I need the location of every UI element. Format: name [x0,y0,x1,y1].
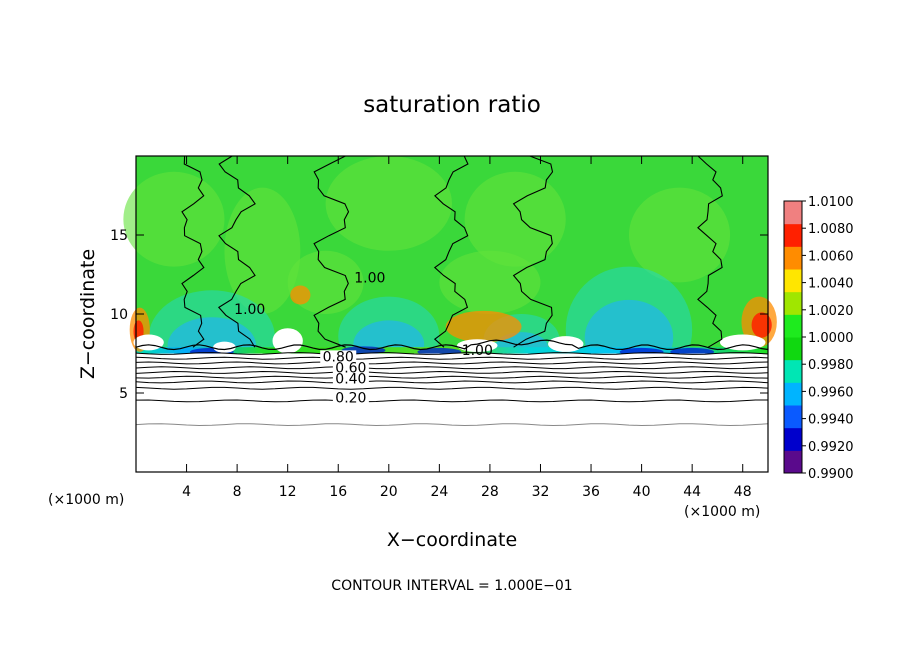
colorbar-tick-label: 0.9900 [808,467,854,482]
contour-line [512,155,554,348]
y-axis-label: Z−coordinate [77,249,99,379]
colorbar-segment [784,405,802,429]
contour-line [181,155,205,348]
colorbar-tick-label: 1.0100 [808,195,854,210]
contour-line [313,155,350,348]
x-tick-label: 28 [481,484,499,500]
x-tick-label: 32 [532,484,550,500]
colorbar-tick-label: 1.0060 [808,249,854,264]
colorbar-tick-label: 1.0020 [808,304,854,319]
contour-line [697,155,723,348]
x-tick-label: 12 [279,484,297,500]
y-axis: 5 10 15 [110,228,768,402]
contour-line [135,399,768,403]
contour-label-bg [332,391,369,406]
contour-label-bg [332,361,369,376]
colorbar-tick-label: 1.0000 [808,331,854,346]
contour-label: 0.60 [335,360,366,376]
x-tick-label: 4 [182,484,191,500]
contour-line [135,366,769,370]
colorbar-segment [784,269,802,293]
field-subcloud [136,353,768,472]
contour-label-bg [320,350,357,365]
contour-line [135,356,769,360]
x-tick-label: 8 [233,484,242,500]
x-tick-label: 16 [329,484,347,500]
field-cloud-edge [213,341,236,353]
field-hot [751,312,772,338]
colorbar-segment [784,314,802,338]
contour-line [135,375,769,379]
contour-label: 1.00 [462,343,493,359]
contour-line [135,370,769,374]
colorbar-tick-label: 0.9960 [808,385,854,400]
colorbar-segment [784,450,802,474]
x-unit-label-right: (×1000 m) [684,504,760,520]
field-warm [290,285,311,305]
colorbar-tick-label: 1.0080 [808,222,854,237]
colorbar-segment [784,201,802,225]
x-tick-label: 20 [380,484,398,500]
contour-label: 1.00 [354,270,385,286]
contour-interval-footer: CONTOUR INTERVAL = 1.000E−01 [331,578,572,594]
colorbar-segment [784,359,802,383]
contour-line [135,352,769,355]
contour-label: 0.20 [335,390,366,406]
field-patch [628,187,731,283]
contour-label-bg [332,372,369,387]
contour-label: 0.80 [323,349,354,365]
x-tick-label: 24 [430,484,448,500]
colorbar: 1.0100 1.0080 1.0060 1.0040 1.0020 1.0000 0.99… [783,195,854,482]
field-cloud-edge [133,334,164,351]
field-warm [445,310,522,343]
colorbar-segment [784,382,802,406]
x-tick-label: 44 [683,484,701,500]
contour-line [135,380,769,384]
contour-line [217,155,256,348]
field-cloud-edge [457,339,498,352]
x-unit-label-left: (×1000 m) [48,492,124,508]
contour-line [135,339,769,351]
y-tick-label: 10 [110,307,128,323]
contour-label: 1.00 [234,302,265,318]
field-patch [123,171,225,267]
field-patch [439,250,541,314]
contour-lines [135,155,769,427]
field-patch [325,156,452,251]
y-tick-label: 15 [110,228,128,244]
colorbar-tick-label: 0.9920 [808,440,854,455]
x-axis-label: X−coordinate [387,529,517,551]
contour-line [433,155,469,348]
field-cloud-edge [272,328,303,354]
contour-label: 0.40 [335,372,366,388]
colorbar-tick-label: 1.0040 [808,277,854,292]
x-axis: 4 8 12 16 20 24 28 32 36 40 44 48 [182,156,752,500]
colorbar-segment [784,223,802,247]
x-tick-label: 48 [734,484,752,500]
contour-labels: 1.00 1.00 1.00 0.800.600.40 0.20 [234,270,493,406]
contour-line [135,361,769,365]
colorbar-segment [784,337,802,361]
chart-title: saturation ratio [363,92,541,118]
x-tick-label: 40 [633,484,651,500]
field-patch [464,171,566,267]
x-tick-label: 36 [582,484,600,500]
plot-area [123,156,777,472]
colorbar-segment [784,291,802,315]
colorbar-tick-label: 0.9940 [808,413,854,428]
contour-line [135,386,769,390]
colorbar-segment [784,246,802,270]
y-tick-label: 5 [119,386,128,402]
colorbar-tick-label: 0.9980 [808,358,854,373]
contour-line [135,423,769,427]
colorbar-segment [784,427,802,451]
